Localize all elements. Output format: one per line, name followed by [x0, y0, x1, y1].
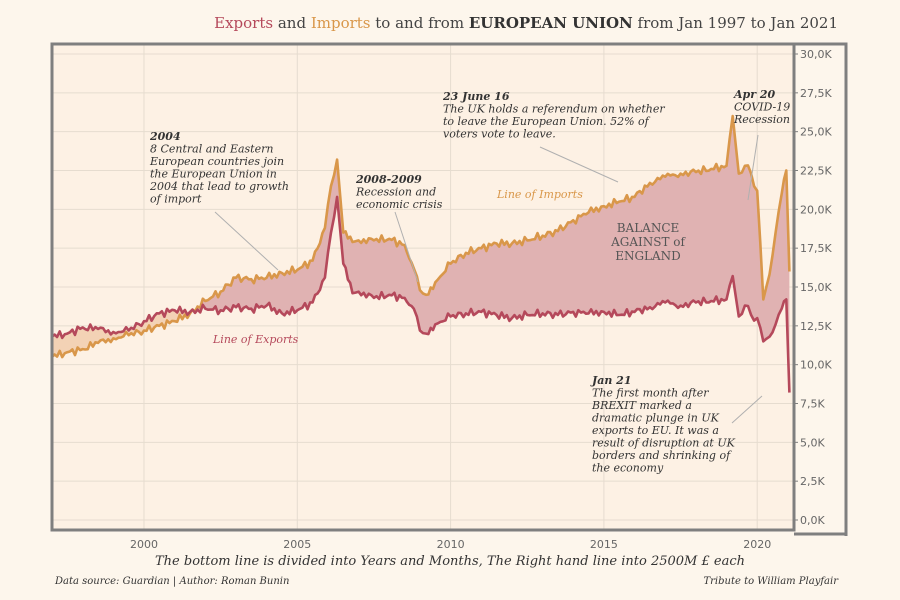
title-tail: from Jan 1997 to Jan 2021: [632, 14, 838, 32]
annotation-line: 2004 that lead to growth: [149, 180, 289, 193]
y-tick-label: 7,5K: [800, 398, 825, 411]
annotation-line: voters vote to leave.: [443, 128, 556, 141]
annotation-line: 8 Central and Eastern: [150, 143, 273, 156]
annotation-heading: Apr 20: [733, 88, 776, 101]
annotation-line: European countries join: [149, 155, 284, 168]
title-imports-word: Imports: [310, 14, 371, 32]
annotation-line: to leave the European Union. 52% of: [443, 115, 651, 128]
x-tick-label: 2000: [130, 538, 158, 551]
leader-jan21: [731, 395, 763, 424]
balance-label-line-3: ENGLAND: [615, 249, 681, 263]
annotation-line: dramatic plunge in UK: [592, 412, 720, 425]
y-tick-label: 25,0K: [800, 126, 832, 139]
exports-series-label: Line of Exports: [212, 333, 299, 346]
annotation-line: exports to EU. It was a: [592, 424, 719, 437]
annotation-line: COVID-19: [734, 101, 790, 114]
balance-area: [52, 116, 790, 393]
x-tick-label: 2010: [437, 538, 465, 551]
x-tick-label: 2020: [743, 538, 771, 551]
annotation-line: of import: [150, 193, 202, 206]
annotation-leaders: [214, 134, 763, 424]
annotation-0: 2004 8 Central and Eastern European countr…: [149, 130, 289, 206]
data-source: Data source: Guardian | Author: Roman Bu…: [55, 576, 290, 587]
exports-line: [51, 195, 791, 393]
annotation-2: 23 June 16 The UK holds a referendum on w…: [442, 90, 665, 141]
x-axis-ticks: 2000 2005 2010 2015 2020: [130, 538, 771, 551]
y-tick-label: 20,0K: [800, 203, 832, 216]
title-exports-word: Exports: [214, 14, 274, 32]
tribute-note: Tribute to William Playfair: [703, 576, 838, 587]
leader-2008: [394, 211, 419, 283]
annotation-line: The first month after: [592, 387, 709, 400]
y-tick-label: 5,0K: [800, 436, 825, 449]
annotation-line: result of disruption at UK: [592, 437, 736, 450]
axis-caption: The bottom line is divided into Years an…: [155, 554, 745, 569]
leader-apr20: [747, 134, 759, 201]
annotation-1: 2008-2009 Recession and economic crisis: [355, 173, 443, 211]
annotation-line: BREXIT marked a: [591, 399, 692, 412]
balance-label-line-1: BALANCE: [617, 221, 680, 235]
y-tick-label: 10,0K: [800, 359, 832, 372]
annotations: 2004 8 Central and Eastern European countr…: [149, 88, 790, 475]
leader-2016: [539, 146, 619, 183]
y-axis-ticks: 0,0K 2,5K 5,0K 7,5K 10,0K 12,5K 15,0K 17,5K 20,0…: [794, 48, 832, 527]
y-tick-label: 17,5K: [800, 242, 832, 255]
annotation-line: borders and shrinking of: [592, 449, 732, 462]
imports-line: [51, 114, 791, 359]
y-tick-label: 22,5K: [800, 165, 832, 178]
x-tick-label: 2015: [590, 538, 618, 551]
title-middle: to and from: [370, 14, 469, 32]
annotation-heading: Jan 21: [590, 374, 631, 387]
chart-title: Exports and Imports to and from EUROPEAN…: [214, 14, 838, 32]
annotation-3: Apr 20 COVID-19 Recession: [733, 88, 790, 126]
title-and-word: and: [273, 14, 311, 32]
y-tick-label: 12,5K: [800, 320, 832, 333]
balance-label-line-2: AGAINST of: [610, 235, 686, 249]
y-tick-label: 27,5K: [800, 87, 832, 100]
x-tick-label: 2005: [283, 538, 311, 551]
annotation-line: Recession: [733, 113, 790, 126]
y-tick-label: 0,0K: [800, 514, 825, 527]
annotation-line: The UK holds a referendum on whether: [443, 103, 665, 116]
leader-2004: [214, 211, 279, 271]
y-tick-label: 30,0K: [800, 48, 832, 61]
annotation-line: the economy: [592, 462, 664, 475]
annotation-line: Recession and: [355, 186, 436, 199]
annotation-heading: 2008-2009: [355, 173, 422, 186]
annotation-heading: 23 June 16: [442, 90, 510, 103]
imports-series-label: Line of Imports: [496, 188, 583, 201]
title-region: EUROPEAN UNION: [468, 14, 633, 32]
annotation-4: Jan 21 The first month after BREXIT marked…: [590, 374, 736, 475]
y-tick-label: 2,5K: [800, 475, 825, 488]
annotation-line: economic crisis: [356, 198, 443, 211]
annotation-heading: 2004: [149, 130, 181, 143]
annotation-line: the European Union in: [150, 168, 277, 181]
y-tick-label: 15,0K: [800, 281, 832, 294]
